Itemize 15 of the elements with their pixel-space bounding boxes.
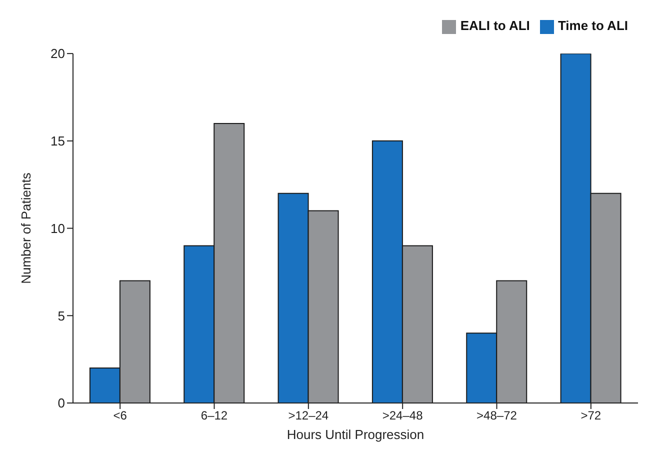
y-tick-label: 20 [50, 46, 65, 62]
x-tick-label: >72 [580, 408, 602, 423]
y-axis-title: Number of Patients [18, 172, 34, 284]
x-tick-label: >24–48 [382, 408, 424, 423]
y-tick-label: 5 [58, 308, 65, 324]
y-tick-label: 15 [50, 134, 65, 149]
x-tick-label: 6–12 [200, 408, 228, 423]
x-tick-label: <6 [113, 408, 128, 423]
x-tick-label: >48–72 [476, 408, 518, 423]
x-tick-label: >12–24 [288, 408, 329, 423]
legend-label: Time to ALI [558, 18, 628, 33]
legend-label: EALI to ALI [460, 18, 530, 33]
y-tick-label: 0 [58, 396, 65, 411]
y-tick-label: 10 [50, 220, 65, 236]
x-axis-title: Hours Until Progression [286, 427, 424, 442]
